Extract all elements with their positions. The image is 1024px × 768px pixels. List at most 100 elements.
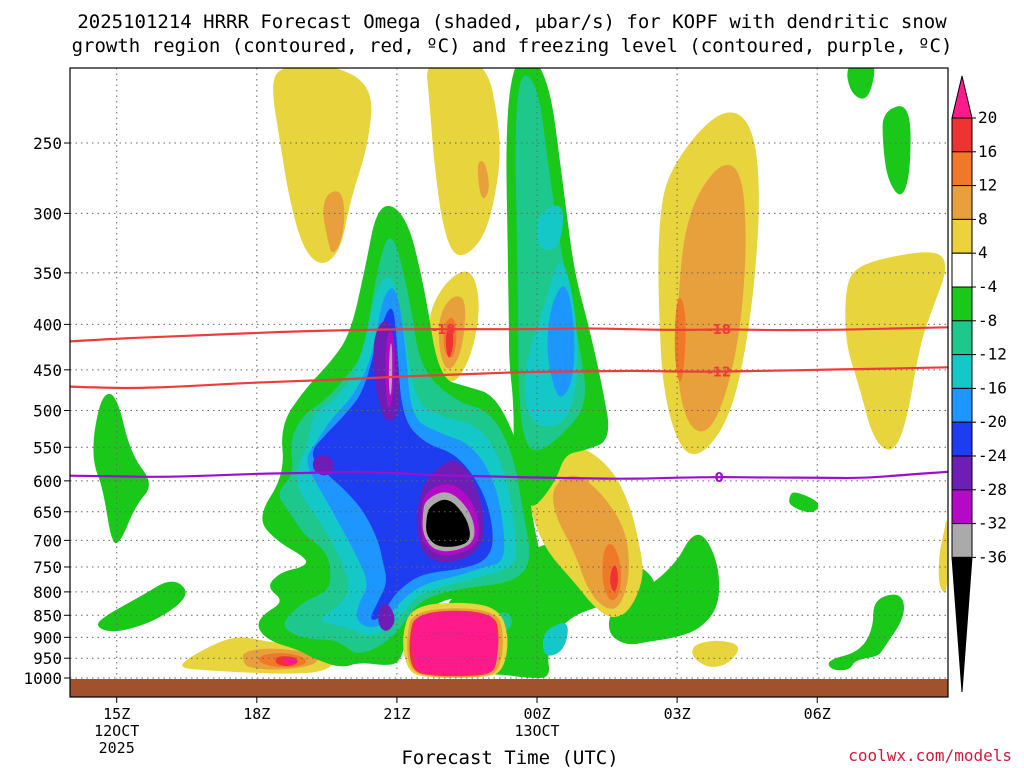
pressure-axis: 250 300 350 400 450 500 550 600 650 700 750 800 850 9… xyxy=(23,134,70,688)
chart-title-line2: growth region (contoured, red, ºC) and f… xyxy=(72,35,953,57)
omega-region-y8-3 xyxy=(477,161,489,199)
colorbar-segment-4 xyxy=(951,218,973,254)
omega-region-y8-5 xyxy=(677,164,746,432)
omega-region-y4-15 xyxy=(692,640,739,667)
contour-label-0: -18 xyxy=(432,323,456,338)
xtick-date-00Z: 13OCT xyxy=(514,722,559,740)
colorbar-label-2: 12 xyxy=(978,176,997,195)
colorbar-label-10: -24 xyxy=(978,446,1007,465)
omega-region-y4-2 xyxy=(427,68,500,256)
omega-shading xyxy=(93,68,948,678)
contour-0C xyxy=(70,470,948,480)
omega-region-p24-48 xyxy=(378,603,395,631)
colorbar-bottom-triangle xyxy=(951,556,973,693)
colorbar-top-triangle xyxy=(951,75,973,119)
xtick-date-15Z: 12OCT xyxy=(94,722,139,740)
xtick-year-15Z: 2025 xyxy=(99,739,135,757)
omega-region-g4-11 xyxy=(98,581,186,632)
colorbar-segment-12 xyxy=(951,489,973,525)
contour--12C xyxy=(70,366,948,390)
omega-region-y4-7 xyxy=(845,252,946,450)
xtick-label-03Z: 03Z xyxy=(664,705,691,723)
colorbar-label-5: -4 xyxy=(978,277,997,296)
temperature-contours: -18 -18 -12 0 xyxy=(70,323,948,486)
colorbar-label-3: 8 xyxy=(978,209,988,228)
xtick-label-06Z: 06Z xyxy=(804,705,831,723)
gridlines xyxy=(70,68,948,697)
omega-region-g4-16 xyxy=(608,534,720,645)
omega-region-gr32-52 xyxy=(388,343,393,395)
xtick-label-21Z: 21Z xyxy=(383,705,410,723)
ytick-label-1000: 1000 xyxy=(23,669,62,688)
ytick-label-400: 400 xyxy=(33,315,62,334)
omega-region-b16-40 xyxy=(547,286,575,397)
omega-region-p24-47 xyxy=(312,455,334,476)
omega-region-g4-10 xyxy=(93,393,149,544)
colorbar: 20 16 12 8 4 -4 -8 -12 -16 -20 -24 -28 -32 -36 xyxy=(951,75,1007,693)
ytick-label-800: 800 xyxy=(33,583,62,602)
xtick-label-18Z: 18Z xyxy=(243,705,270,723)
ground-surface-bar xyxy=(70,679,948,697)
omega-region-g4-13 xyxy=(828,594,905,671)
omega-region-g4-8 xyxy=(847,68,875,99)
ytick-label-750: 750 xyxy=(33,558,62,577)
omega-region-r16-23 xyxy=(610,565,618,592)
omega-region-y4-14 xyxy=(938,520,948,593)
x-axis-label: Forecast Time (UTC) xyxy=(401,747,618,768)
colorbar-label-13: -36 xyxy=(978,547,1007,566)
ytick-label-850: 850 xyxy=(33,606,62,625)
colorbar-segment-9 xyxy=(951,387,973,423)
colorbar-segment-11 xyxy=(951,455,973,491)
contour-label-2: -12 xyxy=(707,366,731,381)
colorbar-label-11: -28 xyxy=(978,480,1007,499)
omega-region-y8-1 xyxy=(323,191,345,253)
ytick-label-550: 550 xyxy=(33,438,62,457)
omega-region-c12-18 xyxy=(542,623,568,656)
omega-region-k36-54 xyxy=(426,499,470,547)
colorbar-segment-13 xyxy=(951,523,973,558)
contour-label-3: 0 xyxy=(715,471,724,486)
omega-region-c12-39 xyxy=(537,205,564,251)
omega-region-m20-28 xyxy=(283,658,298,665)
ytick-label-450: 450 xyxy=(33,361,62,380)
omega-region-g4-9 xyxy=(882,106,911,195)
ytick-label-900: 900 xyxy=(33,628,62,647)
colorbar-segment-2 xyxy=(951,151,973,187)
colorbar-label-12: -32 xyxy=(978,514,1007,533)
omega-region-r16-35 xyxy=(445,326,454,358)
colorbar-label-9: -20 xyxy=(978,412,1007,431)
colorbar-segment-1 xyxy=(951,117,973,153)
omega-region-g4-12 xyxy=(789,492,819,513)
colorbar-label-7: -12 xyxy=(978,345,1007,364)
colorbar-segment-3 xyxy=(951,185,973,220)
xtick-label-15Z: 15Z xyxy=(103,705,130,723)
omega-region-y4-0 xyxy=(273,68,372,263)
ytick-label-600: 600 xyxy=(33,472,62,491)
ytick-label-950: 950 xyxy=(33,649,62,668)
colorbar-segment-5 xyxy=(951,252,973,288)
ytick-label-500: 500 xyxy=(33,402,62,421)
colorbar-segment-6 xyxy=(951,286,973,322)
colorbar-segment-10 xyxy=(951,421,973,457)
ytick-label-350: 350 xyxy=(33,264,62,283)
colorbar-label-4: 4 xyxy=(978,243,988,262)
contour--18C xyxy=(70,326,948,343)
colorbar-segment-8 xyxy=(951,354,973,389)
xtick-label-00Z: 00Z xyxy=(523,705,550,723)
colorbar-label-0: 20 xyxy=(978,108,997,127)
omega-region-m20-58 xyxy=(411,611,498,675)
credit-link[interactable]: coolwx.com/models xyxy=(848,746,1012,765)
contour-label-1: -18 xyxy=(707,323,731,338)
ytick-label-700: 700 xyxy=(33,531,62,550)
ytick-label-300: 300 xyxy=(33,204,62,223)
colorbar-label-8: -16 xyxy=(978,378,1007,397)
chart-title-line1: 2025101214 HRRR Forecast Omega (shaded, … xyxy=(77,11,947,33)
colorbar-segment-7 xyxy=(951,320,973,356)
colorbar-label-1: 16 xyxy=(978,142,997,161)
ytick-label-650: 650 xyxy=(33,503,62,522)
ytick-label-250: 250 xyxy=(33,134,62,153)
colorbar-label-6: -8 xyxy=(978,311,997,330)
plot-frame xyxy=(69,67,949,698)
